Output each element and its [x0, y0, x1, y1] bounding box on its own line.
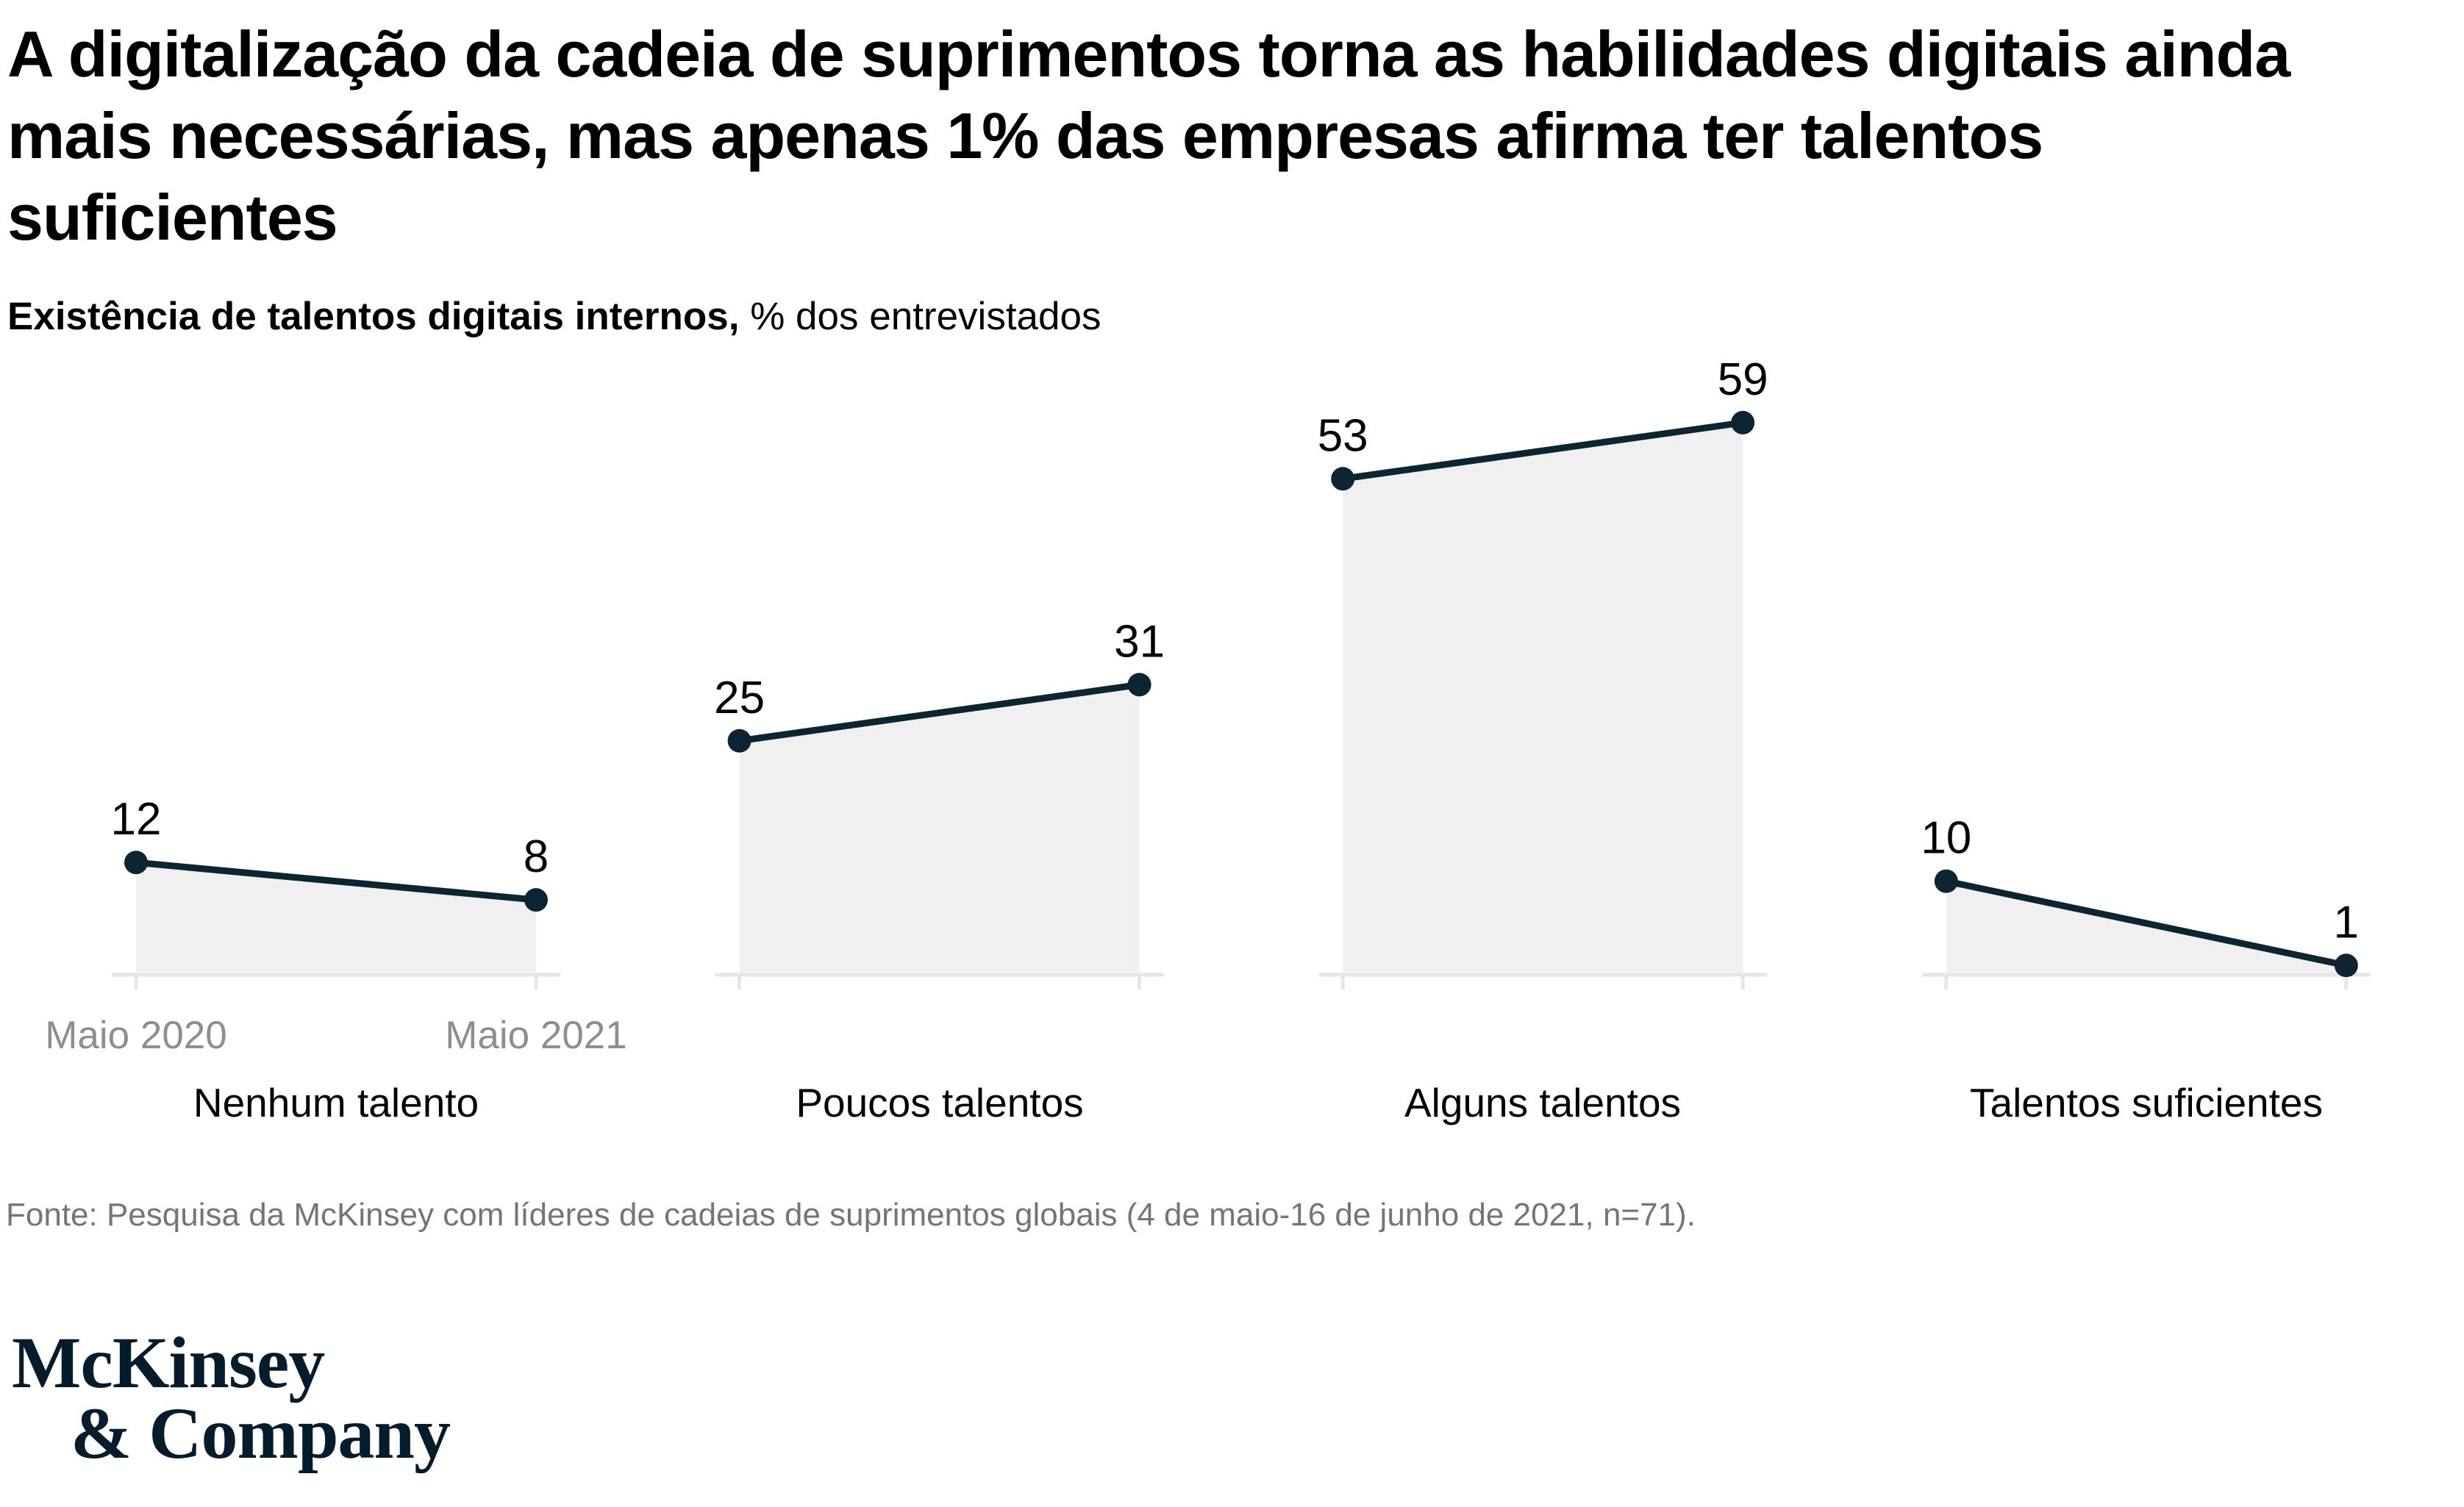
x-tick-label-may-2020: Maio 2020	[45, 1014, 227, 1057]
value-label: 25	[714, 673, 765, 723]
chart-group-1: 25 31	[714, 616, 1165, 989]
trend-line	[1342, 419, 1743, 482]
category-label-nenhum-talento: Nenhum talento	[193, 1080, 479, 1125]
page-title: A digitalização da cadeia de suprimentos…	[7, 13, 2290, 258]
area-fill	[1343, 422, 1743, 975]
chart-group-2: 53 59	[1318, 354, 1768, 989]
logo-line-1: McKinsey	[12, 1322, 325, 1403]
chart-subtitle: Existência de talentos digitais internos…	[7, 293, 1101, 341]
category-label-talentos-suficientes: Talentos suficientes	[1970, 1080, 2323, 1125]
trend-line	[738, 681, 1140, 745]
subtitle-unit: % dos entrevistados	[739, 295, 1101, 338]
title-line-2: mais necessárias, mas apenas 1% das empr…	[7, 99, 2043, 172]
data-point	[1127, 673, 1151, 697]
title-line-3: suficientes	[7, 181, 338, 254]
trend-line	[135, 859, 537, 903]
category-label-poucos-talentos: Poucos talentos	[796, 1080, 1084, 1125]
data-point	[524, 888, 548, 912]
title-line-1: A digitalização da cadeia de suprimentos…	[7, 18, 2290, 90]
logo-line-2: & Company	[71, 1392, 451, 1474]
trend-line	[1945, 878, 2347, 969]
value-label: 59	[1718, 354, 1768, 405]
value-label: 10	[1921, 813, 1971, 864]
category-label-alguns-talentos: Alguns talentos	[1404, 1080, 1682, 1125]
data-point	[124, 851, 148, 875]
area-fill	[739, 684, 1140, 975]
chart-group-3: 10 1	[1921, 813, 2371, 989]
data-point	[2334, 953, 2358, 978]
area-fill	[136, 862, 536, 975]
subtitle-bold: Existência de talentos digitais internos…	[7, 295, 740, 338]
mckinsey-logo: McKinsey & Company	[12, 1322, 451, 1474]
data-point	[1934, 869, 1958, 893]
value-label: 31	[1114, 616, 1165, 667]
value-label: 8	[524, 831, 549, 882]
data-point	[1731, 410, 1755, 434]
x-tick-label-may-2021: Maio 2021	[445, 1014, 627, 1057]
value-label: 53	[1318, 410, 1368, 461]
chart-group-0: 12 8	[111, 794, 560, 989]
data-point	[727, 729, 751, 753]
source-note: Fonte: Pesquisa da McKinsey com líderes …	[6, 1197, 1696, 1233]
value-label: 12	[111, 794, 162, 845]
data-point	[1331, 467, 1355, 491]
value-label: 1	[2334, 897, 2359, 948]
